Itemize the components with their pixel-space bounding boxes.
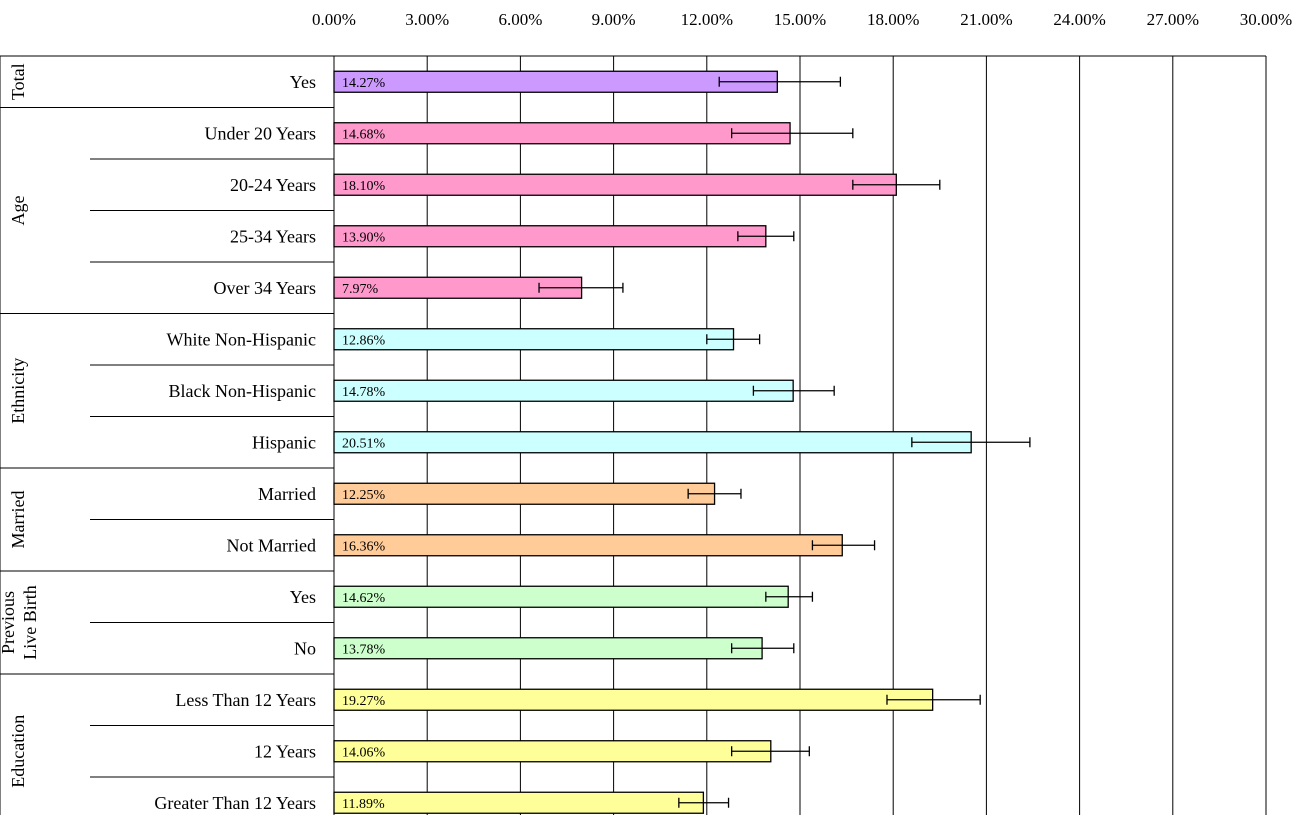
x-tick-label: 30.00% — [1240, 10, 1292, 29]
data-label: 12.25% — [342, 488, 386, 503]
group-label-line: Age — [8, 196, 28, 226]
bar — [333, 122, 791, 145]
category-label: Black Non-Hispanic — [169, 381, 316, 401]
x-tick-label: 12.00% — [681, 10, 733, 29]
category-label: 25-34 Years — [230, 226, 316, 246]
data-label: 12.86% — [342, 333, 386, 348]
x-tick-label: 15.00% — [774, 10, 826, 29]
bar — [333, 791, 705, 814]
group-label-line: Total — [8, 63, 28, 100]
bar — [333, 173, 897, 196]
x-tick-label: 21.00% — [960, 10, 1012, 29]
group-labels: Total Age Ethnicity Married Previous Live Bir… — [0, 63, 40, 787]
category-label: Yes — [290, 72, 316, 92]
data-labels: 14.27% 14.68% 18.10% 13.90% 7.97% 12.86% 14.78… — [342, 76, 386, 812]
category-label: Hispanic — [252, 432, 316, 452]
data-label: 13.90% — [342, 230, 386, 245]
bar — [333, 379, 794, 402]
x-tick-label: 18.00% — [867, 10, 919, 29]
category-label: Married — [258, 484, 316, 504]
category-label: Not Married — [227, 535, 316, 555]
category-label: Over 34 Years — [214, 278, 317, 298]
table-frame — [0, 55, 1266, 815]
x-tick-label: 0.00% — [312, 10, 356, 29]
group-label: Previous Live Birth — [0, 585, 40, 660]
group-label-line: Ethnicity — [8, 358, 28, 424]
group-label: Age — [8, 196, 28, 226]
group-label-line: Education — [8, 715, 28, 788]
category-label: Under 20 Years — [205, 123, 317, 143]
data-label: 11.89% — [342, 797, 385, 812]
group-label: Ethnicity — [8, 358, 28, 424]
bar — [333, 637, 763, 660]
x-tick-label: 24.00% — [1053, 10, 1105, 29]
data-label: 7.97% — [342, 282, 379, 297]
bar — [333, 740, 772, 763]
category-label: Yes — [290, 587, 316, 607]
data-label: 14.78% — [342, 385, 386, 400]
data-label: 13.78% — [342, 642, 386, 657]
category-label: 20-24 Years — [230, 175, 316, 195]
bar — [333, 585, 789, 608]
x-tick-label: 3.00% — [405, 10, 449, 29]
x-tick-label: 6.00% — [498, 10, 542, 29]
bar — [333, 688, 934, 711]
group-label-line: Previous — [0, 591, 18, 654]
bar — [333, 431, 972, 454]
data-label: 20.51% — [342, 436, 386, 451]
data-label: 14.62% — [342, 591, 386, 606]
group-label: Total — [8, 63, 28, 100]
x-tick-label: 9.00% — [592, 10, 636, 29]
bar — [333, 225, 767, 248]
group-label-line: Married — [8, 491, 28, 549]
bar — [333, 70, 778, 93]
category-labels: Yes Under 20 Years 20-24 Years 25-34 Years O… — [154, 72, 316, 813]
data-label: 19.27% — [342, 694, 386, 709]
group-label: Education — [8, 715, 28, 788]
data-label: 16.36% — [342, 539, 386, 554]
data-label: 18.10% — [342, 179, 386, 194]
bar — [333, 534, 843, 557]
data-label: 14.27% — [342, 76, 386, 91]
bars — [333, 70, 972, 814]
x-tick-label: 27.00% — [1147, 10, 1199, 29]
x-tick-labels: 0.00% 3.00% 6.00% 9.00% 12.00% 15.00% 18.00% 21… — [312, 10, 1292, 29]
category-label: Greater Than 12 Years — [154, 793, 316, 813]
category-label: Less Than 12 Years — [175, 690, 316, 710]
group-label: Married — [8, 491, 28, 549]
data-label: 14.06% — [342, 745, 386, 760]
error-bars — [538, 76, 1031, 808]
category-label: No — [294, 638, 316, 658]
category-label: White Non-Hispanic — [167, 329, 316, 349]
group-label-line: Live Birth — [20, 585, 40, 660]
data-label: 14.68% — [342, 127, 386, 142]
category-label: 12 Years — [254, 741, 316, 761]
bar — [333, 328, 735, 351]
bar — [333, 482, 716, 505]
